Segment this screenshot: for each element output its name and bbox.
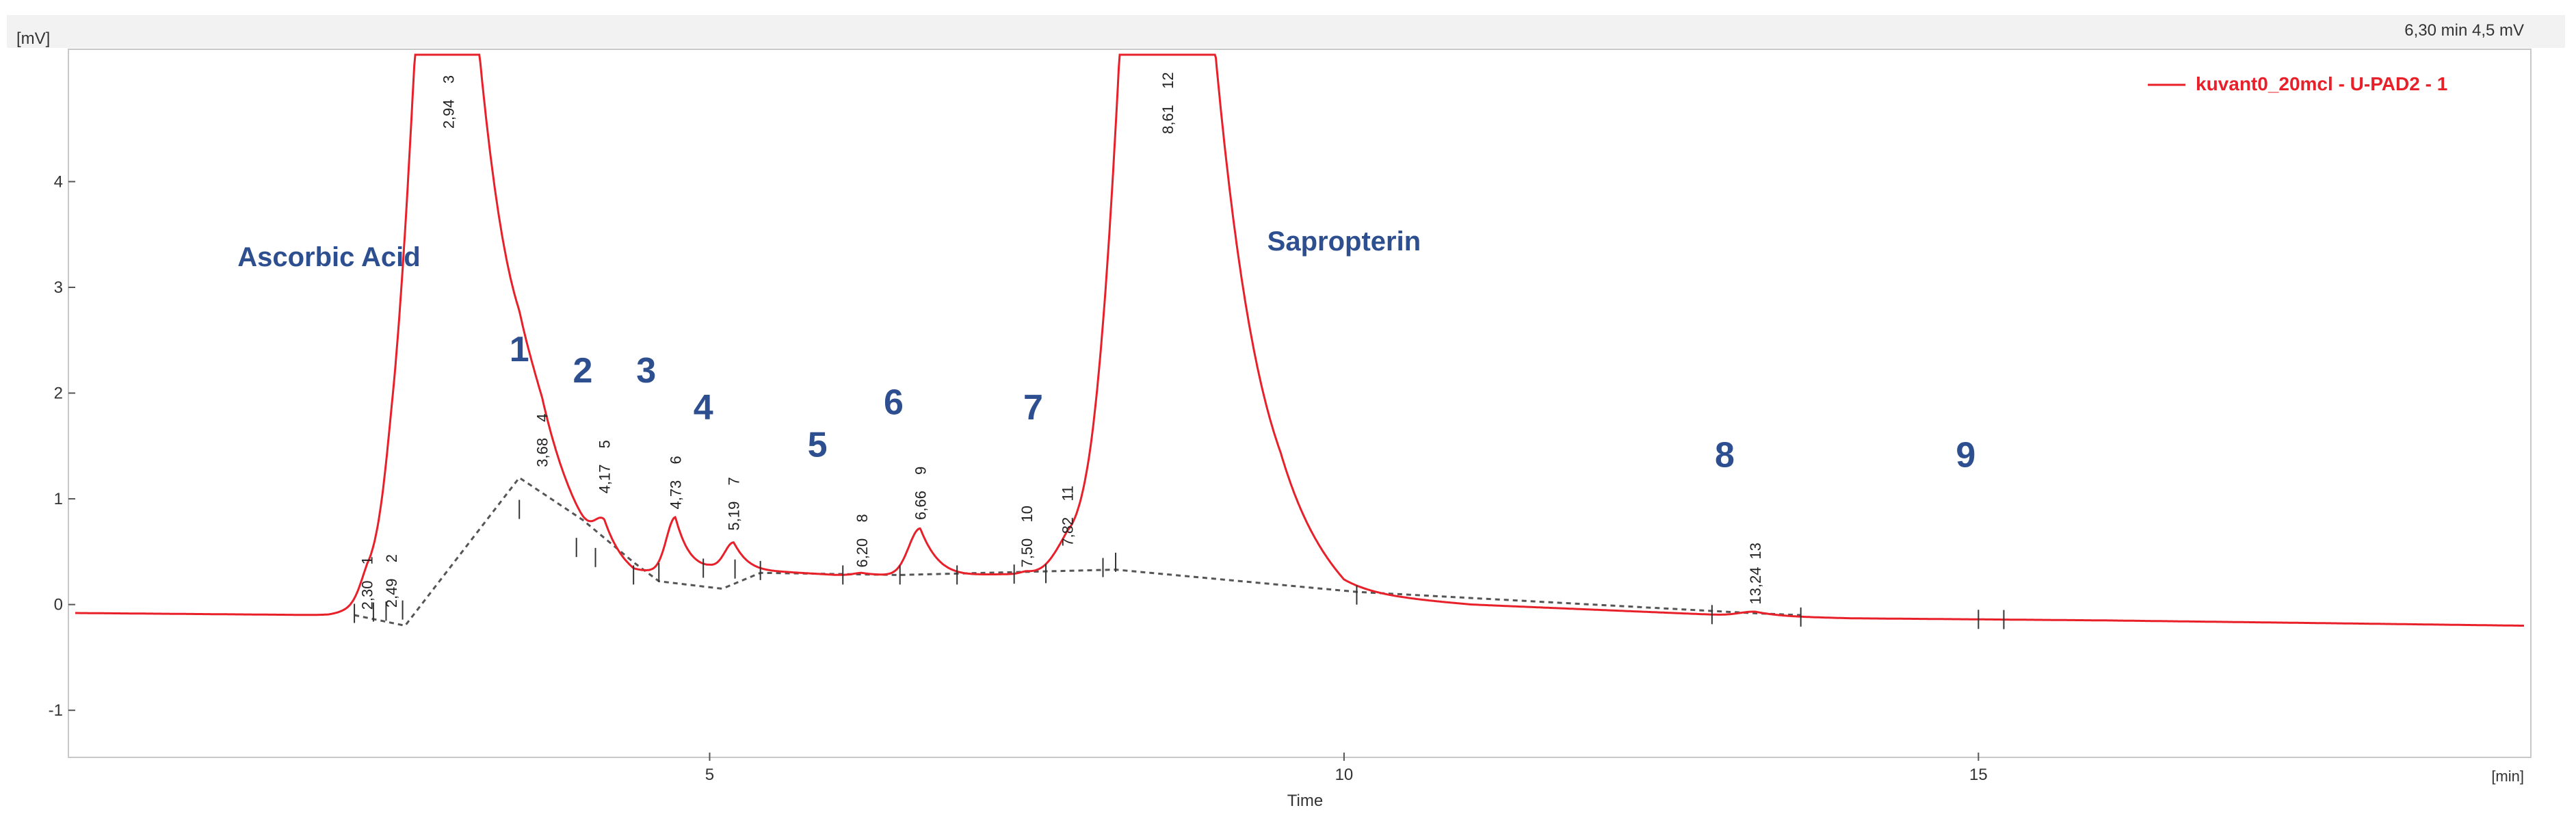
status-readout: 6,30 min 4,5 mV — [2404, 21, 2524, 40]
x-tick-label: 15 — [1969, 766, 1988, 784]
plot-frame — [68, 49, 2532, 758]
peak-number: 3 — [440, 75, 457, 83]
retention-time-label: 2,49 2 — [383, 554, 400, 608]
x-tick-label: 10 — [1335, 766, 1354, 784]
retention-time-value: 2,49 — [383, 578, 400, 608]
peak-number: 7 — [726, 477, 743, 485]
integration-tick-marks — [354, 499, 2005, 629]
peak-annotation-label: 1 — [510, 330, 529, 369]
peak-annotation-label: 4 — [694, 388, 713, 428]
retention-time-label: 5,19 7 — [726, 477, 743, 530]
x-unit-label: [min] — [2491, 768, 2524, 785]
signal-trace-line — [75, 53, 2524, 627]
peak-number: 2 — [383, 554, 400, 562]
x-tick-label: 5 — [705, 766, 714, 784]
retention-time-value: 7,82 — [1060, 517, 1077, 547]
retention-time-label: 2,30 1 — [359, 556, 376, 610]
peak-number: 1 — [359, 556, 376, 564]
retention-time-label: 4,17 5 — [596, 440, 614, 493]
peak-annotation-label: 3 — [636, 351, 656, 391]
peak-annotation-label: Ascorbic Acid — [237, 242, 420, 272]
retention-time-labels: 2,30 1 2,49 2 2,94 3 3,68 4 4,17 5 4,73 6 5,19 7 6,20 8… — [359, 72, 1764, 610]
peak-number: 12 — [1159, 72, 1177, 88]
y-tick-label: 2 — [54, 385, 63, 403]
retention-time-value: 3,68 — [534, 438, 551, 467]
y-tick-label: 3 — [54, 278, 63, 297]
retention-time-label: 7,50 10 — [1018, 506, 1036, 567]
retention-time-label: 4,73 6 — [667, 456, 684, 509]
retention-time-value: 4,17 — [596, 465, 614, 494]
peak-annotation-label: 5 — [808, 425, 828, 465]
retention-time-value: 4,73 — [667, 480, 684, 510]
y-tick-label: 4 — [54, 172, 63, 191]
peak-annotation-label: 2 — [573, 351, 593, 391]
peak-number: 11 — [1060, 486, 1077, 501]
x-axis-label: Time — [1287, 792, 1323, 810]
y-tick-label: 1 — [54, 490, 63, 508]
peak-annotation-label: 6 — [884, 382, 904, 422]
header-strip — [7, 15, 2565, 48]
retention-time-label: 2,94 3 — [440, 75, 457, 129]
retention-time-value: 2,30 — [359, 581, 376, 610]
y-unit-label: [mV] — [16, 29, 50, 48]
peak-number: 4 — [534, 413, 551, 421]
peak-number: 5 — [596, 440, 614, 448]
peak-number: 10 — [1018, 506, 1036, 522]
peak-annotation-label: Sapropterin — [1267, 226, 1421, 257]
retention-time-label: 6,66 9 — [912, 467, 929, 520]
peak-number: 9 — [912, 467, 929, 475]
peak-annotation-label: 7 — [1023, 388, 1043, 428]
peak-annotation-label: 8 — [1715, 436, 1735, 475]
peak-number: 13 — [1747, 543, 1764, 559]
retention-time-value: 6,66 — [912, 491, 929, 520]
retention-time-value: 2,94 — [440, 99, 457, 129]
retention-time-label: 7,82 11 — [1060, 486, 1077, 547]
retention-time-label: 6,20 8 — [854, 514, 871, 567]
legend: kuvant0_20mcl - U-PAD2 - 1 — [2148, 73, 2447, 94]
y-tick-label: -1 — [49, 701, 63, 720]
peak-annotation-label: 9 — [1956, 436, 1975, 475]
retention-time-label: 13,24 13 — [1747, 543, 1764, 604]
y-tick-label: 0 — [54, 596, 63, 614]
retention-time-value: 7,50 — [1018, 538, 1036, 568]
retention-time-value: 5,19 — [726, 501, 743, 531]
retention-time-value: 6,20 — [854, 538, 871, 568]
peak-number: 6 — [667, 456, 684, 464]
peak-number: 8 — [854, 514, 871, 522]
retention-time-value: 13,24 — [1747, 567, 1764, 605]
retention-time-value: 8,61 — [1159, 105, 1177, 134]
legend-label: kuvant0_20mcl - U-PAD2 - 1 — [2196, 73, 2447, 94]
retention-time-label: 3,68 4 — [534, 413, 551, 467]
retention-time-label: 8,61 12 — [1159, 72, 1177, 133]
series-layer — [75, 53, 2524, 627]
